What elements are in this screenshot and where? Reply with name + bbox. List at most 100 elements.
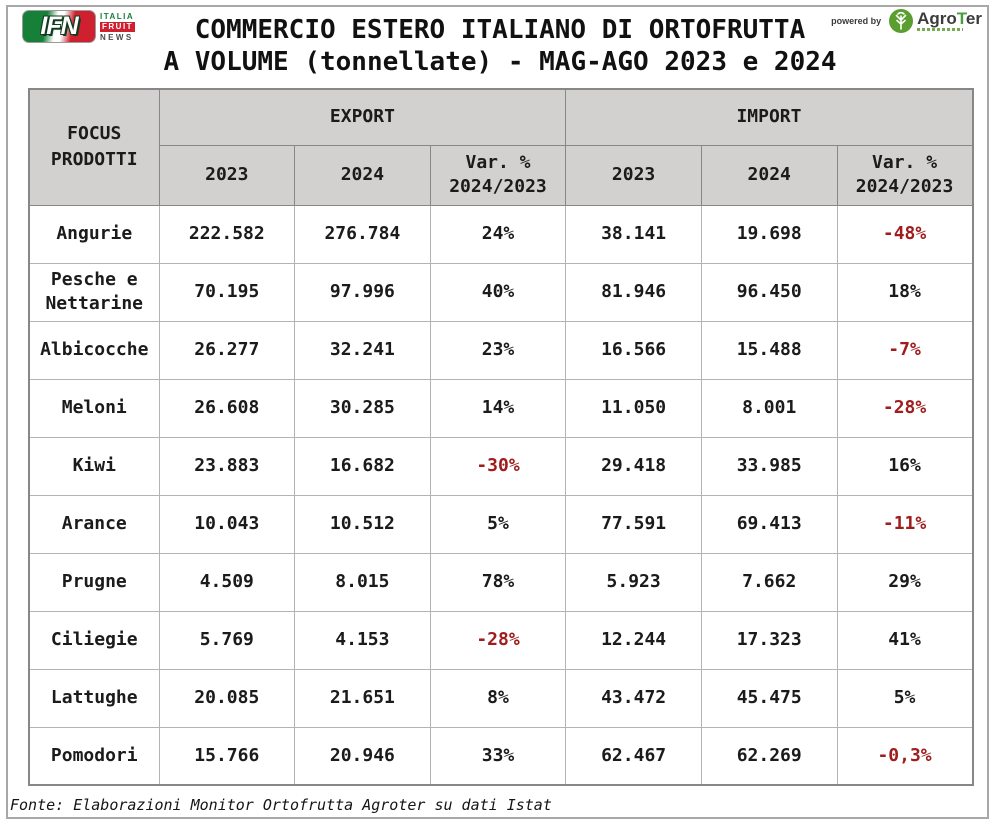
agroter-name: AgroTer (917, 9, 982, 28)
table-row: Lattughe 20.085 21.651 8% 43.472 45.475 5% (28, 668, 974, 728)
value-cell: 26.608 (158, 378, 296, 438)
value-cell: -28% (836, 378, 974, 438)
agroter-name-part3: er (965, 9, 982, 28)
table-row: Kiwi 23.883 16.682 -30% 29.418 33.985 16% (28, 436, 974, 496)
value-cell: 30.285 (294, 378, 431, 438)
value-cell: -0,3% (836, 726, 974, 786)
value-cell: 12.244 (565, 610, 702, 670)
value-cell: 24% (429, 204, 567, 264)
value-cell: -28% (429, 610, 567, 670)
value-cell: 7.662 (700, 552, 838, 612)
product-cell: Arance (28, 494, 160, 554)
value-cell: 70.195 (158, 262, 296, 322)
value-cell: 15.488 (700, 320, 838, 380)
sub-header-row: 2023 2024 Var. % 2024/2023 2023 2024 Var… (29, 144, 974, 206)
value-cell: 21.651 (294, 668, 431, 728)
product-cell: Lattughe (28, 668, 160, 728)
product-cell: Kiwi (28, 436, 160, 496)
export-group-header: EXPORT (158, 88, 567, 146)
table-row: Pomodori 15.766 20.946 33% 62.467 62.269 -0,3% (28, 726, 974, 786)
value-cell: 33.985 (700, 436, 838, 496)
group-header-row: FOCUS PRODOTTI EXPORT IMPORT (28, 88, 974, 206)
product-cell: Meloni (28, 378, 160, 438)
value-cell: 23% (429, 320, 567, 380)
table-row: Prugne 4.509 8.015 78% 5.923 7.662 29% (28, 552, 974, 612)
table-row: Meloni 26.608 30.285 14% 11.050 8.001 -28% (28, 378, 974, 438)
value-cell: 20.085 (158, 668, 296, 728)
value-cell: 62.269 (700, 726, 838, 786)
top-banner: IFN ITALIA FRUIT NEWS COMMERCIO ESTERO I… (0, 0, 1000, 86)
value-cell: 81.946 (565, 262, 702, 322)
table-row: Arance 10.043 10.512 5% 77.591 69.413 -11% (28, 494, 974, 554)
ifn-logo: IFN ITALIA FRUIT NEWS (22, 10, 136, 43)
table-row: Pesche e Nettarine 70.195 97.996 40% 81.946 9… (28, 262, 974, 322)
value-cell: 16.682 (294, 436, 431, 496)
agroter-name-part2: T (956, 9, 966, 28)
value-cell: 77.591 (565, 494, 702, 554)
product-cell: Pesche e Nettarine (28, 262, 160, 322)
product-cell: Pomodori (28, 726, 160, 786)
agroter-tree-icon (889, 9, 914, 33)
ifn-word-italia: ITALIA (100, 12, 135, 21)
agroter-brand: powered by AgroTer (831, 8, 982, 34)
product-cell: Albicocche (28, 320, 160, 380)
value-cell: 5.769 (158, 610, 296, 670)
value-cell: -11% (836, 494, 974, 554)
table-body: Angurie 222.582 276.784 24% 38.141 19.698 -48%… (28, 204, 974, 786)
value-cell: 10.043 (158, 494, 296, 554)
value-cell: 11.050 (565, 378, 702, 438)
ifn-acronym: IFN (40, 12, 78, 40)
import-var-header: Var. % 2024/2023 (836, 144, 974, 206)
export-var-header: Var. % 2024/2023 (429, 144, 567, 206)
value-cell: 8.015 (294, 552, 431, 612)
value-cell: 78% (429, 552, 567, 612)
value-cell: 29% (836, 552, 974, 612)
product-cell: Angurie (28, 204, 160, 264)
value-cell: 29.418 (565, 436, 702, 496)
value-cell: 10.512 (294, 494, 431, 554)
value-cell: 96.450 (700, 262, 838, 322)
value-cell: 222.582 (158, 204, 296, 264)
import-2023-header: 2023 (565, 144, 702, 206)
export-2024-header: 2024 (294, 144, 431, 206)
agroter-name-part1: Agro (917, 9, 957, 28)
page-title-line1: COMMERCIO ESTERO ITALIANO DI ORTOFRUTTA (194, 15, 806, 45)
corner-header: FOCUS PRODOTTI (28, 88, 160, 206)
powered-by-label: powered by (831, 16, 882, 26)
value-cell: 15.766 (158, 726, 296, 786)
table-row: Angurie 222.582 276.784 24% 38.141 19.698 -48% (28, 204, 974, 264)
value-cell: 38.141 (565, 204, 702, 264)
value-cell: 16.566 (565, 320, 702, 380)
value-cell: 5% (429, 494, 567, 554)
value-cell: 8.001 (700, 378, 838, 438)
page-title-line2: A VOLUME (tonnellate) - MAG-AGO 2023 e 2… (163, 47, 837, 77)
value-cell: 62.467 (565, 726, 702, 786)
value-cell: 4.153 (294, 610, 431, 670)
value-cell: 14% (429, 378, 567, 438)
export-2023-header: 2023 (158, 144, 296, 206)
table-row: Albicocche 26.277 32.241 23% 16.566 15.488 -7% (28, 320, 974, 380)
value-cell: 40% (429, 262, 567, 322)
value-cell: 4.509 (158, 552, 296, 612)
value-cell: 41% (836, 610, 974, 670)
value-cell: 69.413 (700, 494, 838, 554)
value-cell: 19.698 (700, 204, 838, 264)
ifn-wordmark: ITALIA FRUIT NEWS (100, 10, 136, 42)
table-header: FOCUS PRODOTTI EXPORT IMPORT 2023 2024 V… (28, 88, 974, 206)
import-group-header: IMPORT (565, 88, 974, 146)
value-cell: 32.241 (294, 320, 431, 380)
value-cell: 23.883 (158, 436, 296, 496)
product-cell: Prugne (28, 552, 160, 612)
value-cell: 18% (836, 262, 974, 322)
value-cell: -7% (836, 320, 974, 380)
product-cell: Ciliegie (28, 610, 160, 670)
value-cell: 97.996 (294, 262, 431, 322)
agroter-logo: AgroTer (888, 8, 982, 34)
value-cell: 276.784 (294, 204, 431, 264)
value-cell: 16% (836, 436, 974, 496)
ifn-word-news: NEWS (100, 33, 134, 42)
value-cell: -48% (836, 204, 974, 264)
value-cell: 5% (836, 668, 974, 728)
value-cell: 33% (429, 726, 567, 786)
ifn-word-fruit: FRUIT (100, 22, 136, 32)
